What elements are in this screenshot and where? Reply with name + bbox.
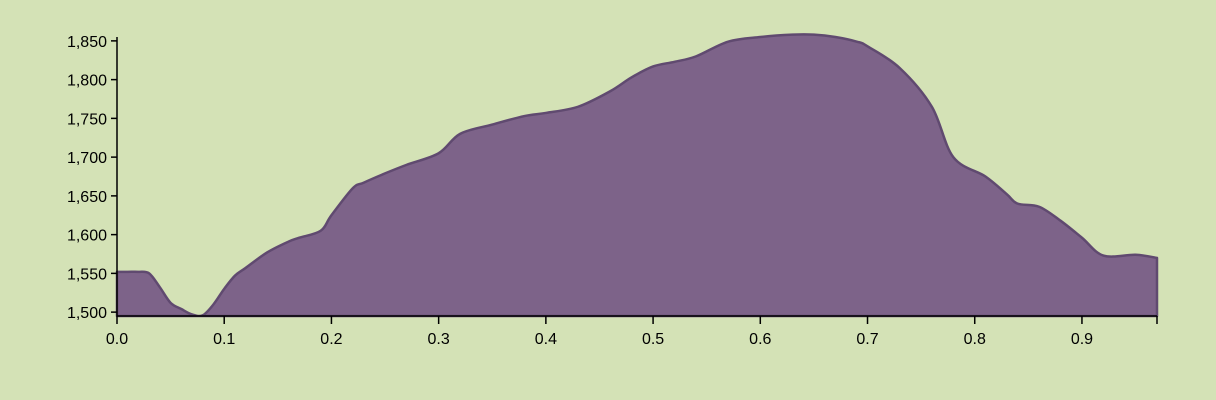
x-tick-label: 0.3 <box>428 331 450 348</box>
y-tick-label: 1,500 <box>67 305 107 322</box>
x-tick-label: 0.7 <box>856 331 878 348</box>
y-tick-label: 1,750 <box>67 111 107 128</box>
x-tick-label: 0.1 <box>213 331 235 348</box>
x-tick-label: 0.6 <box>749 331 771 348</box>
y-axis: 1,500 1,550 1,600 1,650 1,700 1,750 1,800 1,850 <box>67 34 118 322</box>
x-tick-label: 0.9 <box>1071 331 1093 348</box>
x-tick-label: 0.8 <box>964 331 986 348</box>
y-tick-label: 1,550 <box>67 266 107 283</box>
y-tick-label: 1,850 <box>67 34 107 51</box>
x-tick-label: 0.2 <box>320 331 342 348</box>
y-tick-label: 1,700 <box>67 150 107 167</box>
x-tick-label: 0.4 <box>535 331 557 348</box>
y-tick-label: 1,600 <box>67 228 107 245</box>
x-tick-label: 0.5 <box>642 331 664 348</box>
x-axis: 0.0 0.1 0.2 0.3 0.4 0.5 0.6 0.7 0.8 0.9 <box>106 315 1158 348</box>
x-tick-label: 0.0 <box>106 331 128 348</box>
y-tick-label: 1,800 <box>67 73 107 90</box>
y-tick-label: 1,650 <box>67 189 107 206</box>
area-series <box>115 33 1159 318</box>
